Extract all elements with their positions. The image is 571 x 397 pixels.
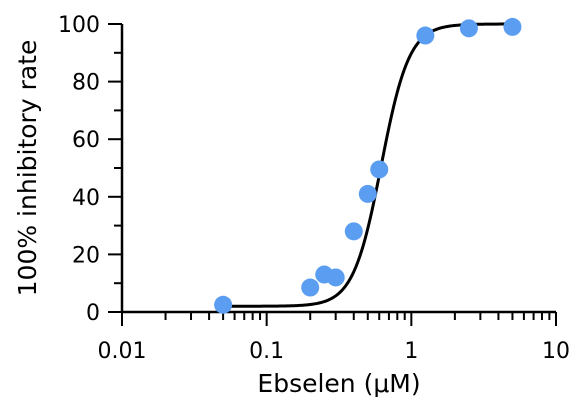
y-tick-label: 100 xyxy=(58,13,100,38)
x-tick-label: 1 xyxy=(404,339,418,364)
x-tick-label: 0.1 xyxy=(249,339,284,364)
data-point xyxy=(459,19,478,38)
data-point xyxy=(416,26,435,45)
data-point xyxy=(214,295,233,314)
data-point xyxy=(358,184,377,203)
x-tick-label: 10 xyxy=(542,339,570,364)
y-tick-label: 20 xyxy=(72,243,100,268)
y-tick-label: 60 xyxy=(72,128,100,153)
y-axis-label: 100% inhibitory rate xyxy=(13,40,42,297)
y-ticks: 0 20 40 60 80 100 xyxy=(58,13,122,326)
y-tick-label: 0 xyxy=(86,301,100,326)
data-points xyxy=(214,17,522,314)
data-point xyxy=(370,160,389,179)
fit-curve xyxy=(223,22,513,308)
y-tick-label: 80 xyxy=(72,71,100,96)
data-point xyxy=(503,17,522,36)
x-axis-label: Ebselen (μM) xyxy=(257,369,420,397)
x-axis: 0.01 0.1 1 10 Ebselen (μM) xyxy=(98,310,570,397)
data-point xyxy=(326,268,345,287)
x-ticks: 0.01 0.1 1 10 xyxy=(98,312,570,364)
data-point xyxy=(344,222,363,241)
y-tick-label: 40 xyxy=(72,186,100,211)
data-point xyxy=(301,278,320,297)
x-tick-label: 0.01 xyxy=(98,339,147,364)
y-axis: 0 20 40 60 80 100 100% inhibitory rate xyxy=(13,13,124,326)
